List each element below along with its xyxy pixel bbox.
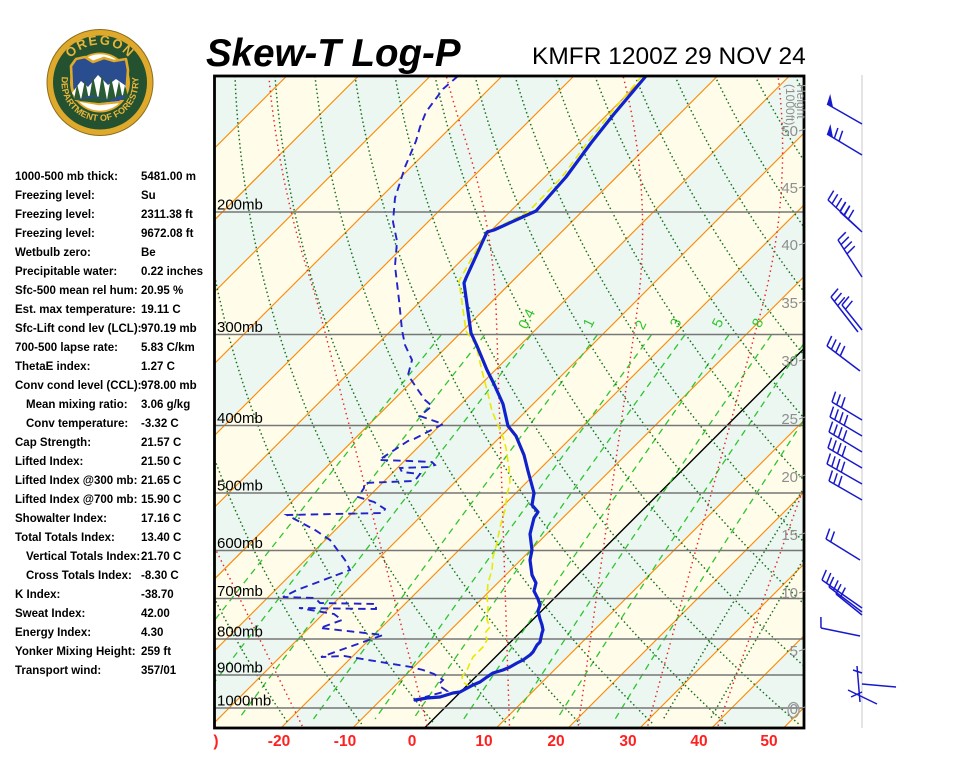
svg-text:Sfc-Lift cond lev (LCL):: Sfc-Lift cond lev (LCL): — [15, 323, 142, 335]
svg-text:): ) — [213, 733, 218, 750]
svg-text:21.70 C: 21.70 C — [141, 551, 181, 563]
svg-text:21.57 C: 21.57 C — [141, 437, 181, 449]
svg-text:Est. max temperature:: Est. max temperature: — [15, 304, 136, 316]
svg-text:-3.32 C: -3.32 C — [141, 418, 179, 430]
svg-text:9672.08 ft: 9672.08 ft — [141, 228, 194, 240]
svg-text:Lifted Index @300 mb:: Lifted Index @300 mb: — [15, 475, 137, 487]
svg-text:45: 45 — [781, 180, 798, 197]
svg-text:-8.30 C: -8.30 C — [141, 570, 179, 582]
svg-text:Cap Strength:: Cap Strength: — [15, 437, 91, 449]
svg-text:Lifted Index:: Lifted Index: — [15, 456, 83, 468]
svg-text:30: 30 — [781, 353, 798, 370]
svg-text:Su: Su — [141, 190, 156, 202]
svg-text:Lifted Index @700 mb:: Lifted Index @700 mb: — [15, 494, 137, 506]
svg-text:20: 20 — [547, 733, 564, 750]
svg-text:500mb: 500mb — [217, 478, 263, 495]
svg-text:-10: -10 — [334, 733, 356, 750]
svg-text:357/01: 357/01 — [141, 665, 177, 677]
svg-text:Sfc-500 mean rel hum:: Sfc-500 mean rel hum: — [15, 285, 138, 297]
svg-text:Freezing level:: Freezing level: — [15, 190, 95, 202]
svg-text:Precipitable water:: Precipitable water: — [15, 266, 117, 278]
svg-text:15.90 C: 15.90 C — [141, 494, 181, 506]
svg-text:Freezing level:: Freezing level: — [15, 228, 95, 240]
svg-text:Yonker Mixing Height:: Yonker Mixing Height: — [15, 646, 136, 658]
svg-text:Cross Totals Index:: Cross Totals Index: — [26, 570, 132, 582]
svg-text:0.22 inches: 0.22 inches — [141, 266, 203, 278]
svg-text:700-500 lapse rate:: 700-500 lapse rate: — [15, 342, 118, 354]
svg-text:Conv temperature:: Conv temperature: — [26, 418, 128, 430]
svg-text:50: 50 — [760, 733, 777, 750]
svg-text:1.27 C: 1.27 C — [141, 361, 175, 373]
svg-text:5.83 C/km: 5.83 C/km — [141, 342, 195, 354]
svg-text:Freezing level:: Freezing level: — [15, 209, 95, 221]
svg-text:Showalter Index:: Showalter Index: — [15, 513, 107, 525]
svg-text:40: 40 — [690, 733, 707, 750]
svg-text:50: 50 — [781, 123, 798, 140]
svg-text:Vertical Totals Index:: Vertical Totals Index: — [26, 551, 140, 563]
svg-text:40: 40 — [781, 237, 798, 254]
svg-text:0: 0 — [790, 701, 798, 718]
svg-text:35: 35 — [781, 295, 798, 312]
svg-text:Energy Index:: Energy Index: — [15, 627, 91, 639]
svg-text:-38.70: -38.70 — [141, 589, 174, 601]
svg-text:20.95 %: 20.95 % — [141, 285, 183, 297]
svg-text:200mb: 200mb — [217, 197, 263, 214]
svg-text:10: 10 — [475, 733, 492, 750]
svg-text:21.50 C: 21.50 C — [141, 456, 181, 468]
svg-text:Mean mixing ratio:: Mean mixing ratio: — [26, 399, 128, 411]
svg-text:17.16 C: 17.16 C — [141, 513, 181, 525]
svg-text:0.4: 0.4 — [516, 307, 539, 332]
svg-text:700mb: 700mb — [217, 583, 263, 600]
svg-text:970.19 mb: 970.19 mb — [141, 323, 197, 335]
svg-text:300mb: 300mb — [217, 319, 263, 336]
svg-text:978.00 mb: 978.00 mb — [141, 380, 197, 392]
svg-text:5: 5 — [790, 643, 798, 660]
svg-text:19.11 C: 19.11 C — [141, 304, 181, 316]
svg-text:Sweat Index:: Sweat Index: — [15, 608, 85, 620]
svg-text:Wetbulb zero:: Wetbulb zero: — [15, 247, 91, 259]
svg-text:-20: -20 — [268, 733, 290, 750]
svg-text:600mb: 600mb — [217, 535, 263, 552]
svg-text:Total Totals Index:: Total Totals Index: — [15, 532, 115, 544]
svg-text:400mb: 400mb — [217, 410, 263, 427]
svg-text:13.40 C: 13.40 C — [141, 532, 181, 544]
svg-text:30: 30 — [619, 733, 636, 750]
svg-text:Skew-T Log-P: Skew-T Log-P — [206, 32, 461, 75]
svg-text:42.00: 42.00 — [141, 608, 170, 620]
svg-text:900mb: 900mb — [217, 660, 263, 677]
svg-text:259 ft: 259 ft — [141, 646, 171, 658]
svg-text:4.30: 4.30 — [141, 627, 163, 639]
svg-text:Height: Height — [794, 84, 808, 119]
svg-text:ThetaE index:: ThetaE index: — [15, 361, 90, 373]
svg-text:21.65 C: 21.65 C — [141, 475, 181, 487]
svg-text:1000-500 mb thick:: 1000-500 mb thick: — [15, 171, 118, 183]
svg-text:5481.00 m: 5481.00 m — [141, 171, 196, 183]
svg-text:2311.38 ft: 2311.38 ft — [141, 209, 193, 221]
svg-text:800mb: 800mb — [217, 624, 263, 641]
svg-text:10: 10 — [781, 585, 798, 602]
svg-text:25: 25 — [781, 411, 798, 428]
svg-text:15: 15 — [781, 527, 798, 544]
svg-text:20: 20 — [781, 469, 798, 486]
svg-text:Transport wind:: Transport wind: — [15, 665, 101, 677]
svg-text:0: 0 — [408, 733, 417, 750]
svg-text:Conv cond level (CCL):: Conv cond level (CCL): — [15, 380, 142, 392]
svg-text:Be: Be — [141, 247, 156, 259]
svg-text:K Index:: K Index: — [15, 589, 60, 601]
svg-text:(1000ft): (1000ft) — [783, 84, 797, 125]
svg-text:KMFR 1200Z 29 NOV 24: KMFR 1200Z 29 NOV 24 — [532, 43, 806, 70]
svg-text:3.06 g/kg: 3.06 g/kg — [141, 399, 190, 411]
svg-text:1000mb: 1000mb — [217, 693, 271, 710]
